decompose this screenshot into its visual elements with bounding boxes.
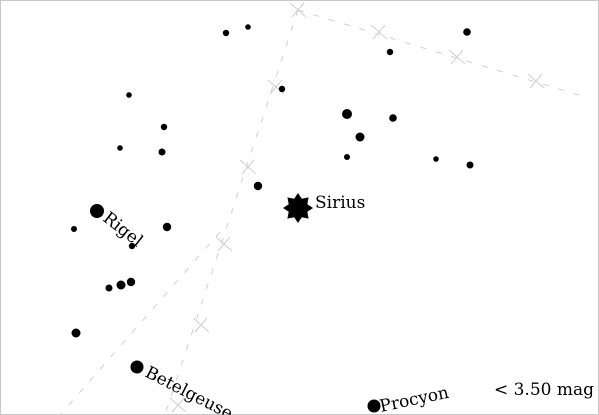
star (117, 145, 123, 151)
star (245, 24, 251, 30)
star (367, 399, 381, 413)
grid-cross (289, 2, 307, 18)
star (433, 156, 439, 162)
star (222, 29, 230, 37)
star (278, 85, 286, 93)
star (158, 148, 166, 156)
grid-cross (527, 73, 545, 89)
sirius-label: Sirius (315, 193, 365, 213)
grid-cross (192, 317, 210, 333)
star (162, 222, 172, 232)
grid-line (297, 9, 583, 97)
star (253, 181, 263, 191)
star (116, 280, 126, 290)
magnitude-limit-label: < 3.50 mag (494, 380, 594, 400)
star (463, 28, 471, 36)
grid-line (164, 9, 299, 415)
star (342, 109, 352, 119)
grid-cross (370, 24, 388, 40)
star (71, 328, 81, 338)
star (126, 92, 132, 98)
star (386, 48, 394, 56)
sirius-marker-icon (283, 193, 313, 223)
coordinate-grid (59, 9, 583, 415)
procyon-label: Procyon (378, 383, 451, 415)
stars (71, 24, 474, 413)
grid-cross (239, 159, 257, 175)
star (128, 242, 136, 250)
betelgeuse-label: Betelgeuse (142, 363, 236, 415)
grid-cross (169, 397, 187, 413)
star (344, 154, 350, 160)
star (130, 360, 144, 374)
star (71, 226, 77, 232)
star (105, 284, 113, 292)
star (90, 204, 104, 218)
star (466, 161, 474, 169)
grid-cross (448, 49, 466, 65)
star (389, 114, 397, 122)
rigel-label: Rigel (99, 208, 146, 251)
grid-crosses (169, 2, 545, 413)
star (355, 132, 365, 142)
star (160, 123, 168, 131)
star (126, 277, 136, 287)
grid-cross (215, 236, 233, 252)
